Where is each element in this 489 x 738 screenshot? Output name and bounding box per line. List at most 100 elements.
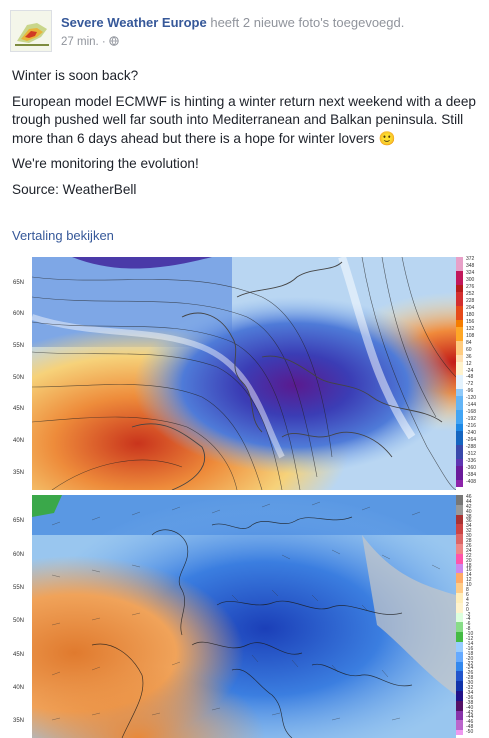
meta-separator: · xyxy=(101,36,106,48)
colorbar-label: -288 xyxy=(466,444,477,451)
colorbar-swatch xyxy=(456,715,463,721)
colorbar-label: -12 xyxy=(466,636,474,643)
colorbar-swatch xyxy=(456,382,463,390)
colorbar-label: 108 xyxy=(466,332,475,339)
colorbar-label: -168 xyxy=(466,409,477,416)
colorbar-label: 22 xyxy=(466,552,472,559)
colorbar-swatch xyxy=(456,452,463,460)
colorbar-swatch xyxy=(456,666,463,672)
lat-label: 35N xyxy=(13,718,25,724)
colorbar-swatch xyxy=(456,637,463,643)
colorbar-label: 40 xyxy=(466,508,472,515)
colorbar-swatch xyxy=(456,298,463,307)
lat-label: 45N xyxy=(13,652,25,658)
anomaly-map-image xyxy=(32,257,456,490)
colorbar-swatch xyxy=(456,725,463,731)
colorbar-label: 44 xyxy=(466,498,472,505)
colorbar-label: -24 xyxy=(466,665,474,672)
colorbar-label: 180 xyxy=(466,311,475,318)
colorbar-label: -6 xyxy=(466,621,471,628)
lat-label: 50N xyxy=(13,375,25,381)
colorbar-label: -30 xyxy=(466,680,474,687)
colorbar-swatch xyxy=(456,368,463,376)
colorbar-swatch xyxy=(456,333,463,342)
colorbar-swatch xyxy=(456,480,463,488)
photo-ecmwf-anomaly-map[interactable]: 65N 60N 55N 50N 45N 40N 35N xyxy=(10,254,486,490)
colorbar-label: 12 xyxy=(466,577,472,584)
globe-icon[interactable] xyxy=(109,36,119,46)
colorbar-swatch xyxy=(456,466,463,474)
lat-label: 35N xyxy=(13,470,25,476)
colorbar-swatch xyxy=(456,389,463,397)
colorbar-label: -24 xyxy=(466,367,474,374)
page-avatar[interactable] xyxy=(10,10,52,52)
photo-ecmwf-temperature-map[interactable]: 65N 60N 55N 50N 45N 40N 35N xyxy=(10,492,486,738)
colorbar-swatch xyxy=(456,695,463,702)
colorbar-swatch xyxy=(456,524,463,530)
colorbar-swatch xyxy=(456,563,463,569)
colorbar-label: 30 xyxy=(466,533,472,540)
colorbar-label: -384 xyxy=(466,472,477,479)
colorbar-label: 0 xyxy=(466,606,469,613)
colorbar-swatch xyxy=(456,646,463,653)
colorbar-swatch xyxy=(456,459,463,467)
temperature-map-image xyxy=(32,495,456,738)
colorbar-swatch xyxy=(456,681,463,687)
colorbar-label: 4 xyxy=(466,596,469,603)
colorbar-swatch xyxy=(456,410,463,418)
colorbar-swatch xyxy=(456,509,463,516)
colorbar-swatch xyxy=(456,354,463,363)
colorbar-label: 8 xyxy=(466,587,469,594)
post-author-line: Severe Weather Europe heeft 2 nieuwe fot… xyxy=(61,15,404,30)
colorbar-swatch xyxy=(456,607,463,614)
colorbar-label: 276 xyxy=(466,283,475,290)
colorbar-label: -72 xyxy=(466,381,474,388)
colorbar-swatch xyxy=(456,340,463,349)
lat-label: 45N xyxy=(13,406,25,412)
post-timestamp[interactable]: 27 min. xyxy=(61,36,99,48)
colorbar-swatch xyxy=(456,553,463,560)
colorbar-swatch xyxy=(456,305,463,314)
lat-label: 65N xyxy=(13,518,25,524)
colorbar-label: -360 xyxy=(466,465,477,472)
colorbar-swatch xyxy=(456,548,463,555)
colorbar-swatch xyxy=(456,514,463,520)
post-body: Winter is soon back? European model ECMW… xyxy=(12,67,482,206)
colorbar-swatch xyxy=(456,529,463,535)
colorbar-swatch xyxy=(456,602,463,609)
colorbar-label: 16 xyxy=(466,567,472,574)
colorbar-label: -38 xyxy=(466,699,474,706)
colorbar-label: 252 xyxy=(466,290,475,297)
colorbar-swatch xyxy=(456,438,463,446)
colorbar-label: 26 xyxy=(466,542,472,549)
colorbar-swatch xyxy=(456,375,463,383)
colorbar-swatch xyxy=(456,730,463,736)
colorbar-swatch xyxy=(456,277,463,286)
colorbar-label: 84 xyxy=(466,339,472,346)
colorbar-swatch xyxy=(456,651,463,658)
see-translation-link[interactable]: Vertaling bekijken xyxy=(12,228,114,243)
lat-label: 55N xyxy=(13,585,25,591)
colorbar-swatch xyxy=(456,568,463,574)
colorbar-swatch xyxy=(456,473,463,481)
colorbar-swatch xyxy=(456,312,463,321)
colorbar-label: 228 xyxy=(466,297,475,304)
lat-label: 50N xyxy=(13,618,25,624)
colorbar-swatch xyxy=(456,257,463,265)
colorbar-label: -32 xyxy=(466,685,474,692)
colorbar-label: 132 xyxy=(466,325,475,332)
post-action-text: heeft 2 nieuwe foto's toegevoegd. xyxy=(210,15,405,30)
colorbar-label: 24 xyxy=(466,547,472,554)
colorbar-label: -20 xyxy=(466,655,474,662)
colorbar-label: -144 xyxy=(466,402,477,409)
colorbar-swatch xyxy=(456,686,463,692)
colorbar-label: -408 xyxy=(466,479,477,486)
colorbar-swatch xyxy=(456,284,463,293)
colorbar-label: 20 xyxy=(466,557,472,564)
page-name-link[interactable]: Severe Weather Europe xyxy=(61,15,207,30)
colorbar-swatch xyxy=(456,519,463,525)
colorbar-label: -34 xyxy=(466,689,474,696)
photo-grid: 65N 60N 55N 50N 45N 40N 35N xyxy=(10,254,486,738)
post-header: Severe Weather Europe heeft 2 nieuwe fot… xyxy=(10,10,480,54)
colorbar-swatch xyxy=(456,641,463,648)
